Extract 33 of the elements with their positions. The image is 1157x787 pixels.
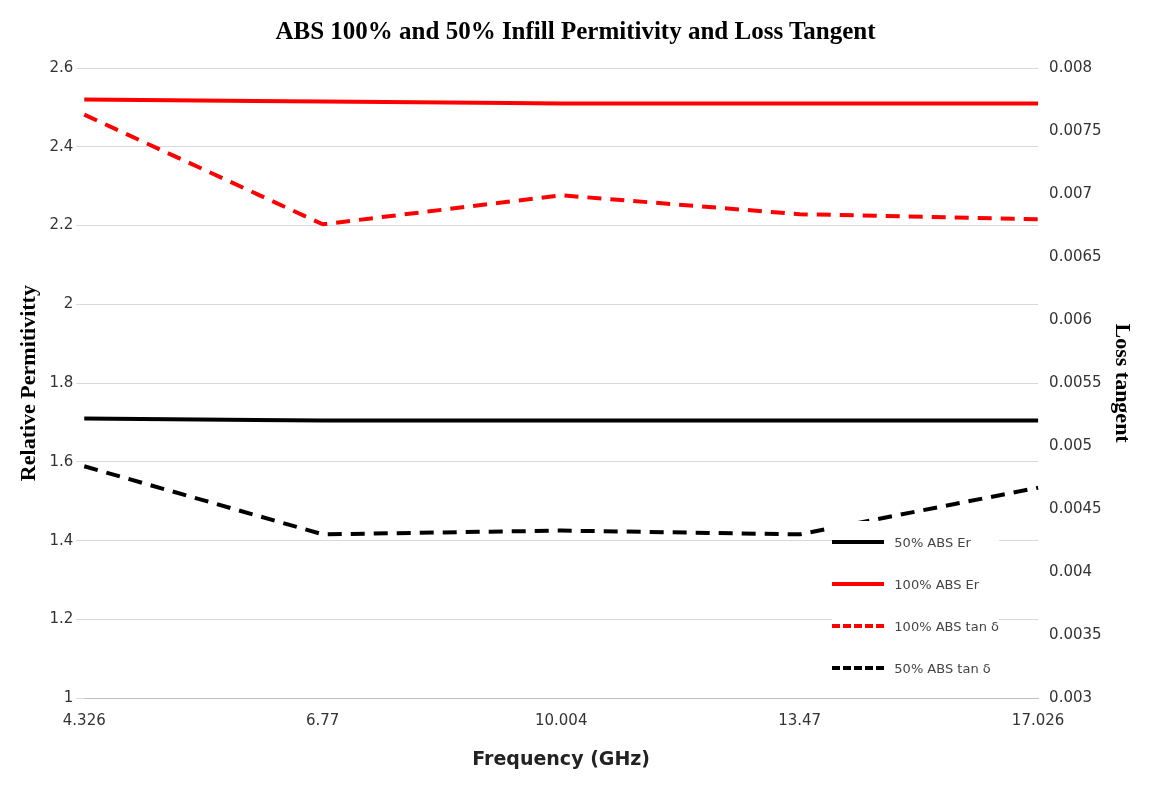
y2-tick-label: 0.007 <box>1049 183 1093 202</box>
y2-tick-label: 0.004 <box>1049 562 1093 581</box>
y2-tick-label: 0.0065 <box>1049 246 1102 265</box>
y2-tick-label: 0.008 <box>1049 57 1093 76</box>
y-tick-label: 1.8 <box>49 372 74 391</box>
x-tick-label: 17.026 <box>1011 711 1065 730</box>
y2-tick-label: 0.003 <box>1049 688 1093 707</box>
y2-tick-label: 0.0075 <box>1049 120 1102 139</box>
y-tick-label: 2.2 <box>49 215 74 234</box>
y-tick-label: 1 <box>63 688 74 707</box>
y2-tick-label: 0.006 <box>1049 309 1093 328</box>
y-tick-label: 2.4 <box>49 136 74 155</box>
x-tick-label: 4.326 <box>62 711 106 730</box>
legend-label: 100% ABS tan δ <box>894 618 999 634</box>
chart-title: ABS 100% and 50% Infill Permitivity and Loss Tangent <box>275 17 877 45</box>
x-axis-title: Frequency (GHz) <box>472 746 651 769</box>
y2-tick-label: 0.005 <box>1049 436 1093 455</box>
y2-tick-label: 0.0045 <box>1049 499 1102 518</box>
y2-axis-title: Loss tangent <box>1111 323 1137 444</box>
y-tick-label: 1.6 <box>49 451 74 470</box>
legend-label: 50% ABS Er <box>894 534 971 550</box>
legend-label: 50% ABS tan δ <box>894 660 991 676</box>
legend-label: 100% ABS Er <box>894 576 980 592</box>
y-tick-label: 1.4 <box>49 530 74 549</box>
x-tick-label: 10.004 <box>534 711 588 730</box>
y-tick-label: 2 <box>63 294 74 313</box>
x-tick-label: 13.47 <box>778 711 822 730</box>
y2-tick-label: 0.0055 <box>1049 372 1102 391</box>
y-tick-label: 2.6 <box>49 57 74 76</box>
x-tick-label: 6.77 <box>306 711 340 730</box>
y2-tick-label: 0.0035 <box>1049 625 1102 644</box>
y-axis-title: Relative Permitivitty <box>14 285 40 482</box>
y-tick-label: 1.2 <box>49 609 74 628</box>
